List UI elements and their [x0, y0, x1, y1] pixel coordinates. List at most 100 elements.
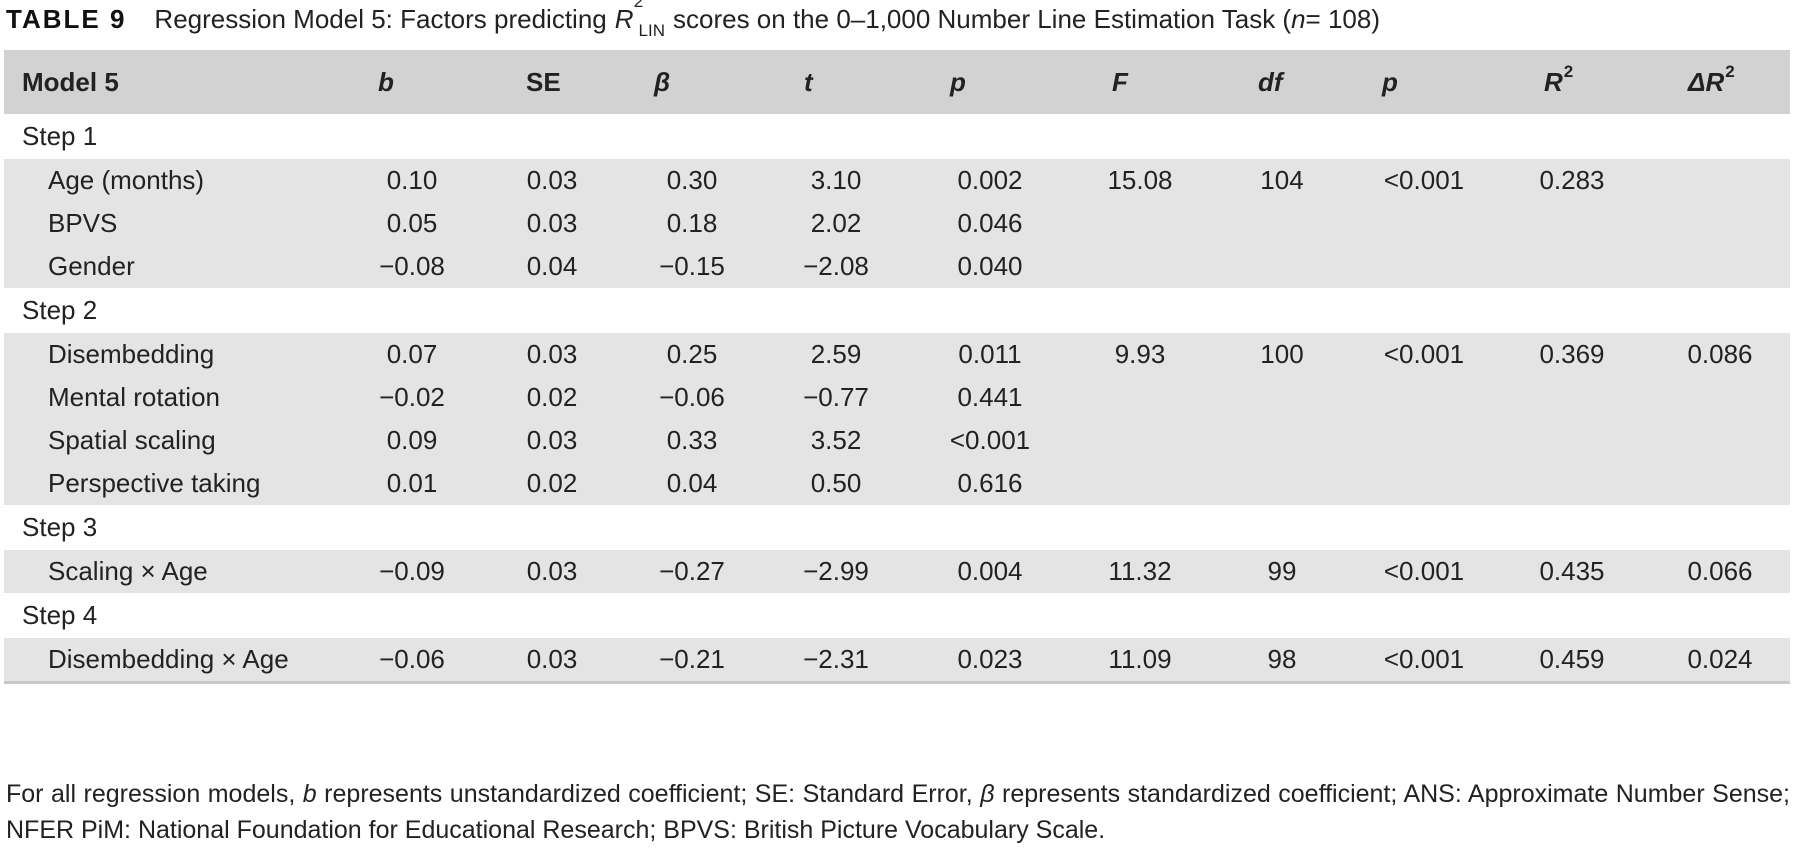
- step-label: Step 3: [22, 512, 98, 542]
- predictor-label: Spatial scaling: [48, 425, 216, 455]
- table-row: Spatial scaling 0.09 0.03 0.33 3.52 <0.001: [4, 419, 1790, 462]
- header-p: p: [950, 66, 966, 97]
- table-caption: TABLE 9 Regression Model 5: Factors pred…: [6, 0, 1786, 40]
- cell-p2: [1376, 245, 1472, 288]
- cell-beta: −0.21: [659, 644, 725, 674]
- cell-dR2: [1684, 376, 1756, 419]
- cell-beta: 0.30: [666, 165, 718, 195]
- table-row: Gender −0.08 0.04 −0.15 −2.08 0.040: [4, 245, 1790, 288]
- cell-p: 0.441: [957, 382, 1023, 412]
- cell-se: 0.03: [526, 556, 578, 586]
- cell-df: [1252, 462, 1312, 505]
- cell-t: 0.50: [810, 468, 862, 498]
- step-row: Step 3: [4, 505, 1790, 550]
- header-b: b: [378, 66, 394, 97]
- cell-se: 0.04: [526, 251, 578, 281]
- cell-R2: [1536, 419, 1608, 462]
- cell-R2: [1536, 245, 1608, 288]
- step-row: Step 4: [4, 593, 1790, 638]
- cell-p: 0.616: [957, 468, 1023, 498]
- cell-R2: 0.435: [1539, 556, 1605, 586]
- caption-n-symbol: n: [1291, 3, 1306, 34]
- header-beta: β: [654, 66, 671, 97]
- table-row: Perspective taking 0.01 0.02 0.04 0.50 0.616: [4, 462, 1790, 505]
- cell-p2: <0.001: [1383, 644, 1465, 674]
- cell-dR2: 0.066: [1687, 556, 1753, 586]
- table-body: Step 1 Age (months) 0.10 0.03 0.30 3.10 0.002 1…: [4, 114, 1790, 684]
- cell-se: 0.03: [526, 339, 578, 369]
- table-footnote: For all regression models, b represents …: [6, 780, 1790, 844]
- cell-b: 0.01: [386, 468, 438, 498]
- cell-t: 3.10: [810, 165, 862, 195]
- caption-n-value: = 108): [1305, 3, 1380, 34]
- table-row: BPVS 0.05 0.03 0.18 2.02 0.046: [4, 202, 1790, 245]
- cell-beta: 0.04: [666, 468, 718, 498]
- cell-p2: [1376, 462, 1472, 505]
- header-t: t: [804, 66, 813, 97]
- cell-beta: 0.25: [666, 339, 718, 369]
- cell-p2: <0.001: [1383, 339, 1465, 369]
- cell-b: 0.09: [386, 425, 438, 455]
- cell-dR2: 0.024: [1687, 644, 1753, 674]
- cell-t: −2.08: [803, 251, 869, 281]
- cell-beta: 0.33: [666, 425, 718, 455]
- cell-beta: −0.27: [659, 556, 725, 586]
- cell-b: −0.02: [379, 382, 445, 412]
- cell-t: −0.77: [803, 382, 869, 412]
- table-row: Disembedding 0.07 0.03 0.25 2.59 0.011 9.93 100…: [4, 333, 1790, 376]
- table-row: Disembedding × Age −0.06 0.03 −0.21 −2.31 0.0…: [4, 638, 1790, 684]
- cell-se: 0.02: [526, 382, 578, 412]
- cell-df: [1252, 376, 1312, 419]
- cell-F: 9.93: [1114, 339, 1166, 369]
- cell-b: 0.10: [386, 165, 438, 195]
- cell-b: 0.05: [386, 208, 438, 238]
- step-label: Step 4: [22, 600, 98, 630]
- caption-r-sub: LIN: [638, 20, 665, 40]
- header-se: SE: [526, 66, 561, 97]
- cell-df: [1252, 419, 1312, 462]
- cell-df: 100: [1260, 339, 1304, 369]
- step-label: Step 2: [22, 295, 98, 325]
- cell-p2: <0.001: [1383, 556, 1465, 586]
- table-label: TABLE 9: [6, 3, 127, 34]
- predictor-label: Perspective taking: [48, 468, 261, 498]
- cell-dR2: [1684, 159, 1756, 202]
- cell-se: 0.03: [526, 644, 578, 674]
- caption-r-symbol: R 2 LIN: [615, 0, 665, 40]
- predictor-label: Mental rotation: [48, 382, 220, 412]
- cell-t: −2.99: [803, 556, 869, 586]
- header-p2: p: [1382, 66, 1398, 97]
- cell-F: [1104, 462, 1176, 505]
- cell-p: 0.004: [957, 556, 1023, 586]
- cell-b: −0.06: [379, 644, 445, 674]
- cell-R2: [1536, 462, 1608, 505]
- predictor-label: Disembedding: [48, 339, 215, 369]
- cell-F: [1104, 376, 1176, 419]
- cell-t: 2.02: [810, 208, 862, 238]
- cell-df: 98: [1267, 644, 1297, 674]
- cell-R2: 0.369: [1539, 339, 1605, 369]
- cell-se: 0.03: [526, 425, 578, 455]
- cell-R2: 0.283: [1539, 165, 1605, 195]
- cell-R2: [1536, 376, 1608, 419]
- predictor-label: Gender: [48, 251, 135, 281]
- predictor-label: Age (months): [48, 165, 205, 195]
- cell-F: 11.09: [1108, 644, 1172, 674]
- header-model: Model 5: [22, 66, 119, 97]
- cell-dR2: [1684, 462, 1756, 505]
- step-label: Step 1: [22, 121, 98, 151]
- cell-p: <0.001: [949, 425, 1031, 455]
- cell-dR2: [1684, 202, 1756, 245]
- header-F: F: [1112, 66, 1128, 97]
- cell-p: 0.046: [957, 208, 1023, 238]
- table-row: Age (months) 0.10 0.03 0.30 3.10 0.002 15.08 10…: [4, 159, 1790, 202]
- cell-F: [1104, 419, 1176, 462]
- cell-R2: [1536, 202, 1608, 245]
- cell-b: 0.07: [386, 339, 438, 369]
- cell-se: 0.02: [526, 468, 578, 498]
- caption-text-before: Regression Model 5: Factors predicting: [154, 3, 607, 34]
- cell-F: [1104, 245, 1176, 288]
